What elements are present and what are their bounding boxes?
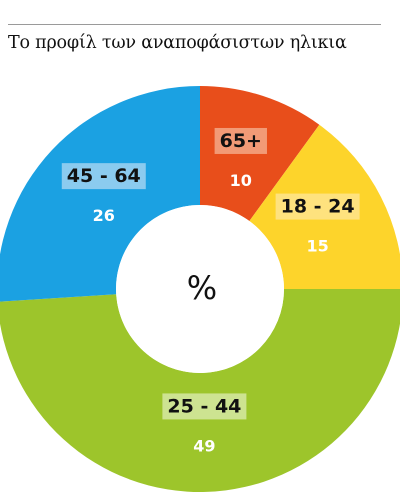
category-label-18-24: 18 - 24 <box>281 196 355 218</box>
chart-title: Το προφίλ των αναποφάσιστων ηλικια <box>8 33 347 53</box>
category-label-box-25-44 <box>162 393 247 420</box>
category-label-25-44: 25 - 44 <box>167 395 241 417</box>
category-label-box-45-64 <box>61 163 146 190</box>
value-label-45-64: 26 <box>93 206 115 225</box>
value-label-25-44: 49 <box>193 436 215 455</box>
category-label-box-65 <box>214 127 267 154</box>
category-label-box-18-24 <box>275 193 360 220</box>
value-label-65: 10 <box>230 171 252 190</box>
category-label-45-64: 45 - 64 <box>67 165 141 187</box>
value-label-18-24: 15 <box>306 237 328 256</box>
center-label: % <box>187 269 217 307</box>
slice-45-64 <box>0 86 200 302</box>
category-label-65: 65+ <box>220 130 262 152</box>
donut-hole <box>116 205 284 373</box>
title-rule <box>8 24 381 25</box>
slice-25-44 <box>0 289 400 492</box>
